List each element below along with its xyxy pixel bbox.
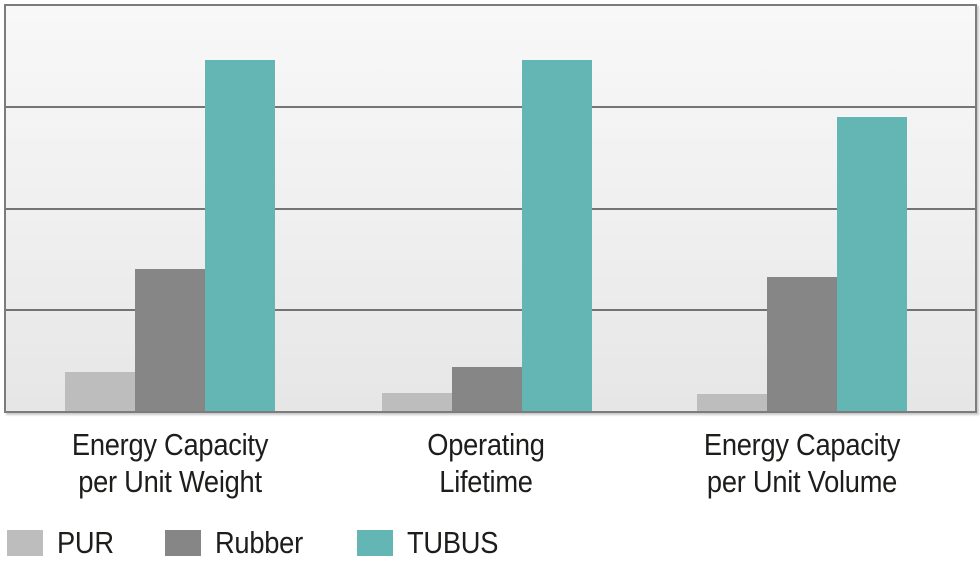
legend-swatch-rubber xyxy=(165,530,201,556)
category-label-line: per Unit Volume xyxy=(706,464,898,499)
bar-tubus-group2 xyxy=(522,60,592,411)
bar-rubber-group3 xyxy=(767,277,837,411)
category-label-line: Energy Capacity xyxy=(703,427,901,462)
gridline xyxy=(6,106,975,109)
legend-label-rubber: Rubber xyxy=(215,525,303,560)
legend-label-tubus: TUBUS xyxy=(407,525,499,560)
bar-pur-group3 xyxy=(697,394,767,411)
category-label-energy-capacity-per-unit-volume: Energy Capacity per Unit Volume xyxy=(656,426,948,500)
legend-swatch-tubus xyxy=(357,530,393,556)
bar-rubber-group1 xyxy=(135,269,205,411)
legend-swatch-pur xyxy=(7,530,43,556)
category-label-line: per Unit Weight xyxy=(78,464,262,499)
legend-item-pur: PUR xyxy=(7,525,122,560)
category-label-line: Energy Capacity xyxy=(71,427,269,462)
legend-label-pur: PUR xyxy=(57,525,114,560)
gridline xyxy=(6,207,975,210)
category-label-line: Operating xyxy=(427,427,545,462)
legend-item-tubus: TUBUS xyxy=(357,525,511,560)
plot-area xyxy=(4,4,977,413)
category-label-energy-capacity-per-unit-weight: Energy Capacity per Unit Weight xyxy=(24,426,316,500)
bar-pur-group2 xyxy=(382,393,452,411)
gridline xyxy=(6,308,975,311)
category-label-line: Lifetime xyxy=(439,464,533,499)
bar-rubber-group2 xyxy=(452,367,522,411)
category-label-operating-lifetime: Operating Lifetime xyxy=(340,426,632,500)
legend-item-rubber: Rubber xyxy=(165,525,315,560)
bar-pur-group1 xyxy=(65,372,135,411)
bar-tubus-group3 xyxy=(837,117,907,411)
bar-tubus-group1 xyxy=(205,60,275,411)
